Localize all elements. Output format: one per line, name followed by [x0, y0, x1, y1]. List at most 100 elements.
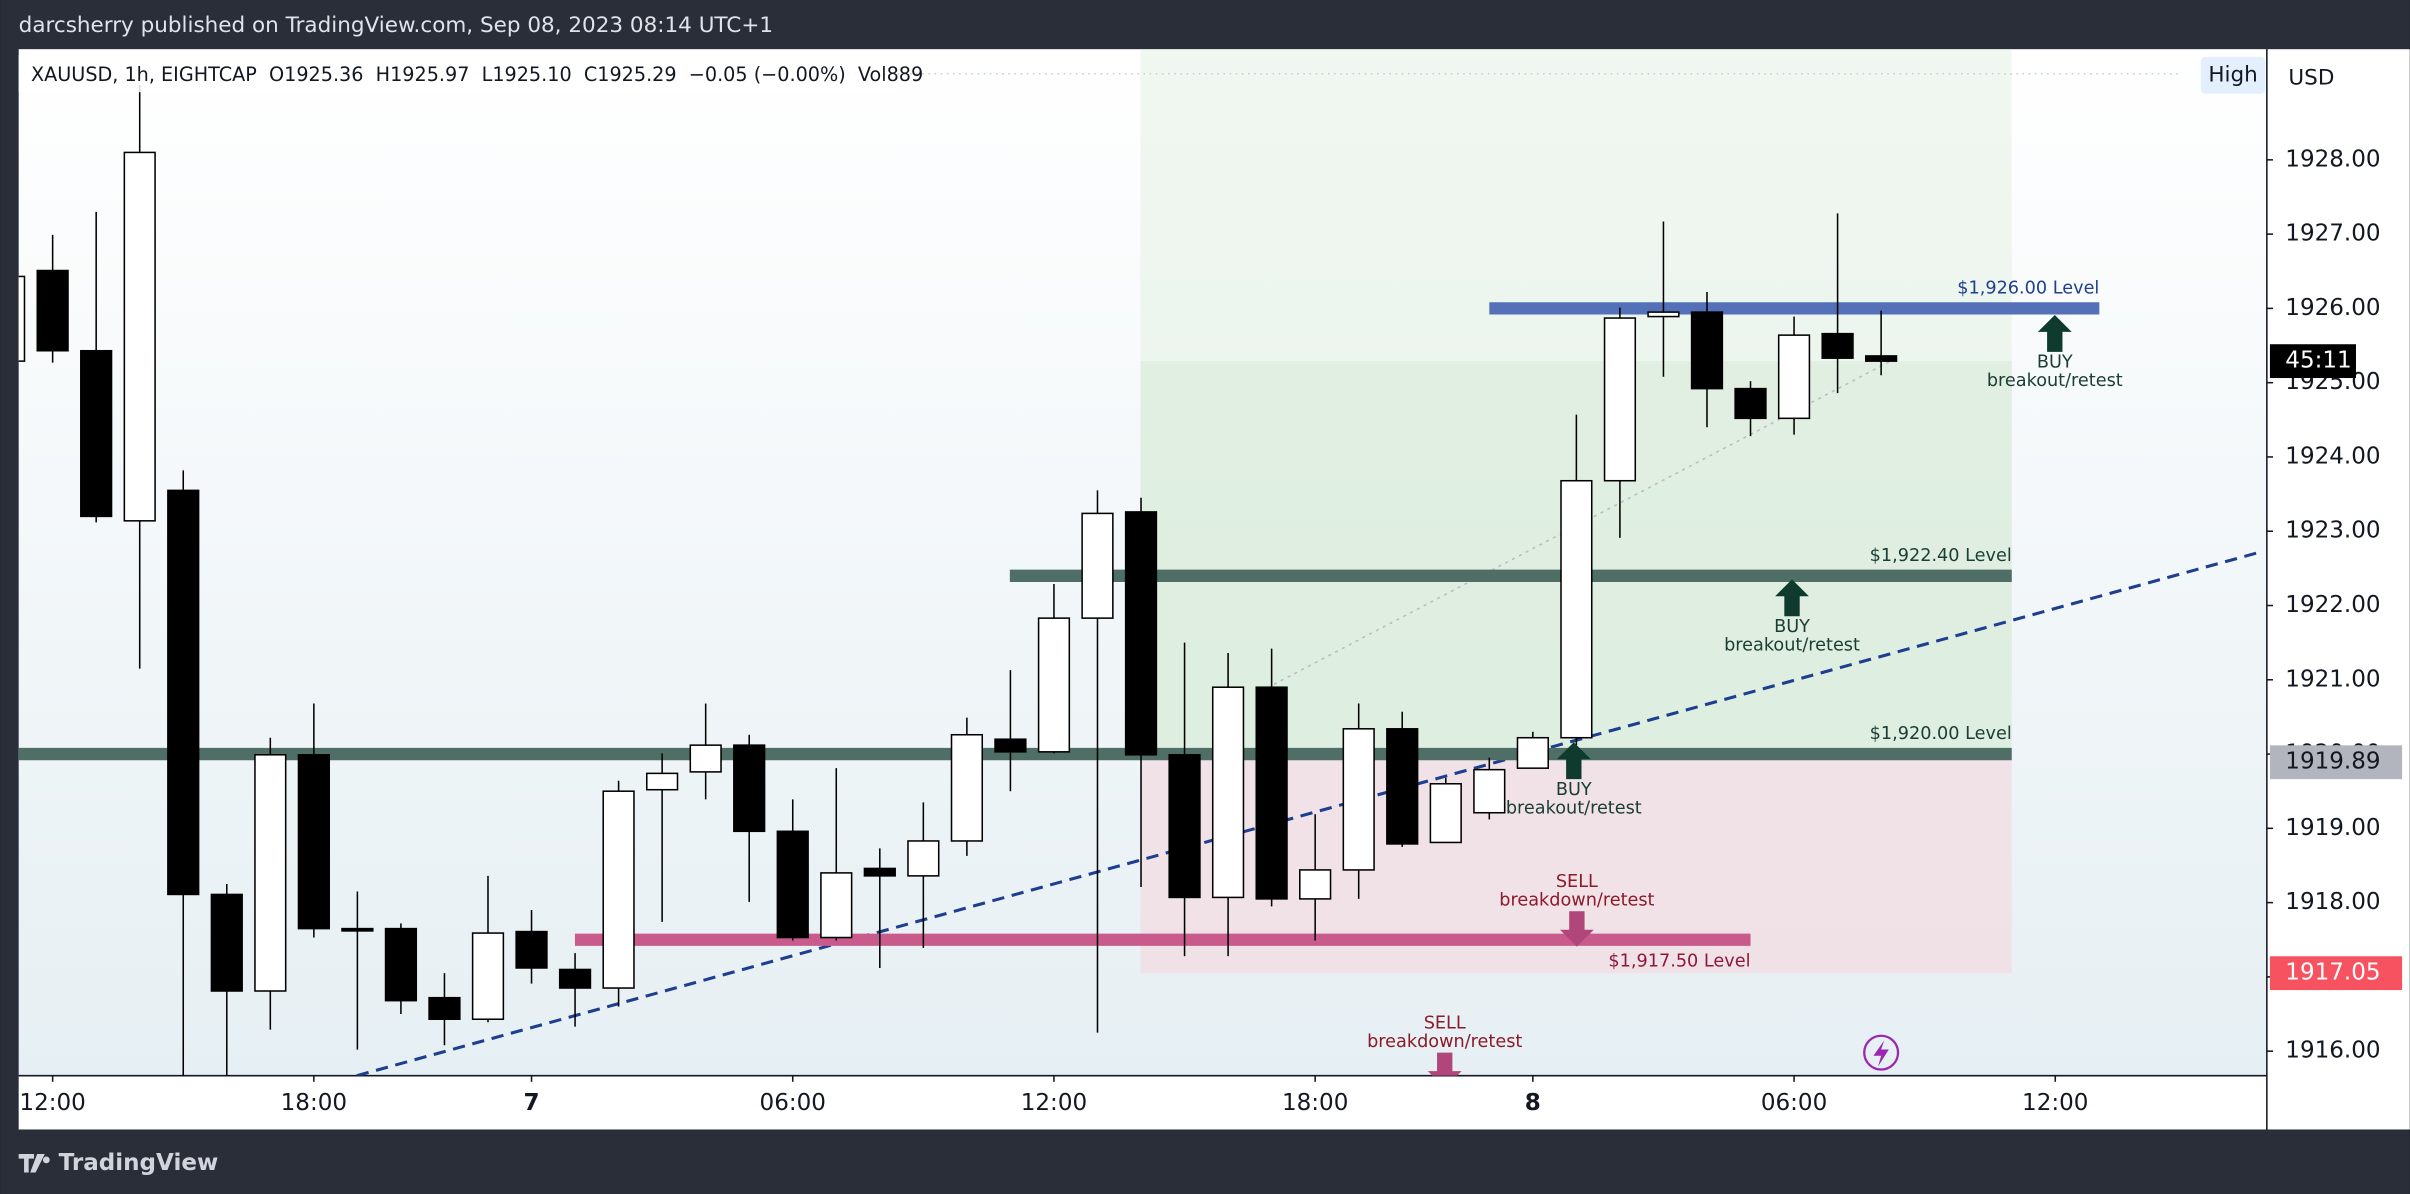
- brand-logo: [18, 1154, 50, 1173]
- candle-body: [558, 968, 592, 989]
- candle-body: [1821, 332, 1854, 359]
- candle-body: [1299, 869, 1332, 900]
- x-tick-label: 7: [524, 1090, 540, 1116]
- y-tick-label: 1919.00: [2285, 815, 2380, 841]
- axes: 1916.001917.001918.001919.001920.001921.…: [19, 146, 2403, 1116]
- x-tick-label: 8: [1525, 1090, 1541, 1116]
- annotation-title: BUY: [1556, 780, 1592, 800]
- candle-body: [515, 930, 548, 969]
- annotation-title: BUY: [1774, 617, 1810, 637]
- trend-line: [356, 551, 2257, 1076]
- annotation-title: SELL: [1556, 872, 1598, 892]
- annotation-text: breakout/retest: [1987, 371, 2123, 391]
- candle-body: [820, 872, 853, 939]
- candle-body: [907, 840, 940, 877]
- candle-body: [167, 489, 200, 896]
- annotation-title: BUY: [2037, 353, 2073, 373]
- x-tick-label: 06:00: [760, 1090, 826, 1116]
- candle-body: [1603, 317, 1637, 482]
- candle-body: [1473, 768, 1506, 814]
- countdown-tag: [2269, 344, 2356, 379]
- annotation-arrow: [2037, 315, 2072, 352]
- candle-body: [1168, 754, 1201, 899]
- level-label: $1,922.40 Level: [1870, 546, 2012, 566]
- candle-body: [1647, 311, 1680, 318]
- levels: $1,926.00 Level $1,922.40 Level $1,920.00 …: [18, 278, 2099, 971]
- level-label: $1,920.00 Level: [1870, 724, 2012, 744]
- candle-body: [1037, 617, 1071, 753]
- high-button-label[interactable]: High: [2208, 62, 2257, 87]
- annotation-arrow: [1427, 1052, 1462, 1076]
- publisher: darcsherry published on TradingView.com,…: [19, 13, 773, 38]
- price-axis: [2266, 49, 2410, 1130]
- annotation-text: breakout/retest: [1724, 635, 1860, 655]
- candle-body: [1560, 479, 1593, 739]
- high-button[interactable]: [2200, 56, 2266, 94]
- annotation-text: breakdown/retest: [1499, 890, 1654, 910]
- candle-body: [1777, 334, 1811, 420]
- price-tag: [2269, 956, 2403, 991]
- x-tick-label: 06:00: [1761, 1090, 1827, 1116]
- candle-body: [80, 349, 113, 518]
- candle-body: [645, 772, 679, 791]
- candle-body: [776, 830, 809, 939]
- alert-icon-bolt: [1873, 1040, 1889, 1067]
- candle-body: [994, 738, 1027, 753]
- level-label: $1,926.00 Level: [1957, 278, 2099, 298]
- candle-body: [384, 927, 418, 1002]
- candle-body: [1386, 728, 1419, 845]
- y-tick-label: 1922.00: [2285, 592, 2380, 618]
- price-tag-label: 1919.89: [2285, 749, 2380, 775]
- annotation-title: SELL: [1424, 1013, 1466, 1033]
- candle-body: [123, 151, 156, 522]
- candle-body: [254, 754, 287, 992]
- level-label: $1,917.50 Level: [1608, 951, 1750, 971]
- y-tick-label: 1928.00: [2285, 146, 2380, 172]
- candle-body: [1429, 783, 1462, 844]
- candle-body: [689, 744, 722, 773]
- price-tag-label: 1917.05: [2285, 960, 2380, 986]
- candle-body: [18, 275, 26, 362]
- x-tick-label: 18:00: [1282, 1090, 1348, 1116]
- candle-body: [950, 733, 984, 842]
- y-tick-label: 1916.00: [2285, 1038, 2380, 1064]
- candle-body: [341, 927, 374, 932]
- candle-body: [1516, 736, 1549, 769]
- y-tick-label: 1921.00: [2285, 666, 2380, 692]
- annotation-text: breakdown/retest: [1367, 1032, 1522, 1052]
- candle-body: [1690, 311, 1724, 390]
- x-tick-label: 12:00: [2022, 1090, 2088, 1116]
- annotation-arrow: [1775, 579, 1809, 617]
- candle-body: [1255, 686, 1288, 900]
- candles: [18, 84, 1898, 1076]
- y-tick-label: 1918.00: [2285, 889, 2380, 915]
- annotations: BUYbreakout/retestBUYbreakout/retestBUYb…: [1367, 315, 2123, 1076]
- candle-body: [733, 744, 766, 833]
- price-tag: [2269, 745, 2403, 780]
- time-axis: [18, 1075, 2267, 1130]
- candle-body: [1211, 686, 1245, 899]
- candle-body: [36, 269, 69, 352]
- legend: XAUUSD, 1h, EIGHTCAP O1925.36 H1925.97 L…: [31, 63, 923, 86]
- y-tick-label: 1924.00: [2285, 443, 2380, 469]
- currency-button[interactable]: USD: [2288, 65, 2334, 90]
- x-tick-label: 12:00: [19, 1090, 85, 1116]
- candle-body: [1081, 512, 1114, 619]
- countdown: 45:11: [2285, 348, 2351, 374]
- annotation-arrow: [1559, 911, 1594, 947]
- candle-body: [1124, 511, 1158, 756]
- alert-icon[interactable]: [1863, 1034, 1900, 1071]
- annotation-text: breakout/retest: [1506, 798, 1642, 818]
- candle-body: [1864, 355, 1898, 362]
- y-tick-label: 1923.00: [2285, 518, 2380, 544]
- annotation-arrow: [1556, 742, 1591, 780]
- candle-body: [602, 790, 635, 989]
- candle-body: [863, 867, 896, 877]
- candle-body: [1342, 728, 1375, 871]
- legend-bg: [18, 55, 895, 93]
- candle-body: [1734, 387, 1767, 420]
- candle-body: [297, 754, 330, 930]
- y-tick-label: 1927.00: [2285, 221, 2380, 247]
- candle-body: [210, 893, 243, 992]
